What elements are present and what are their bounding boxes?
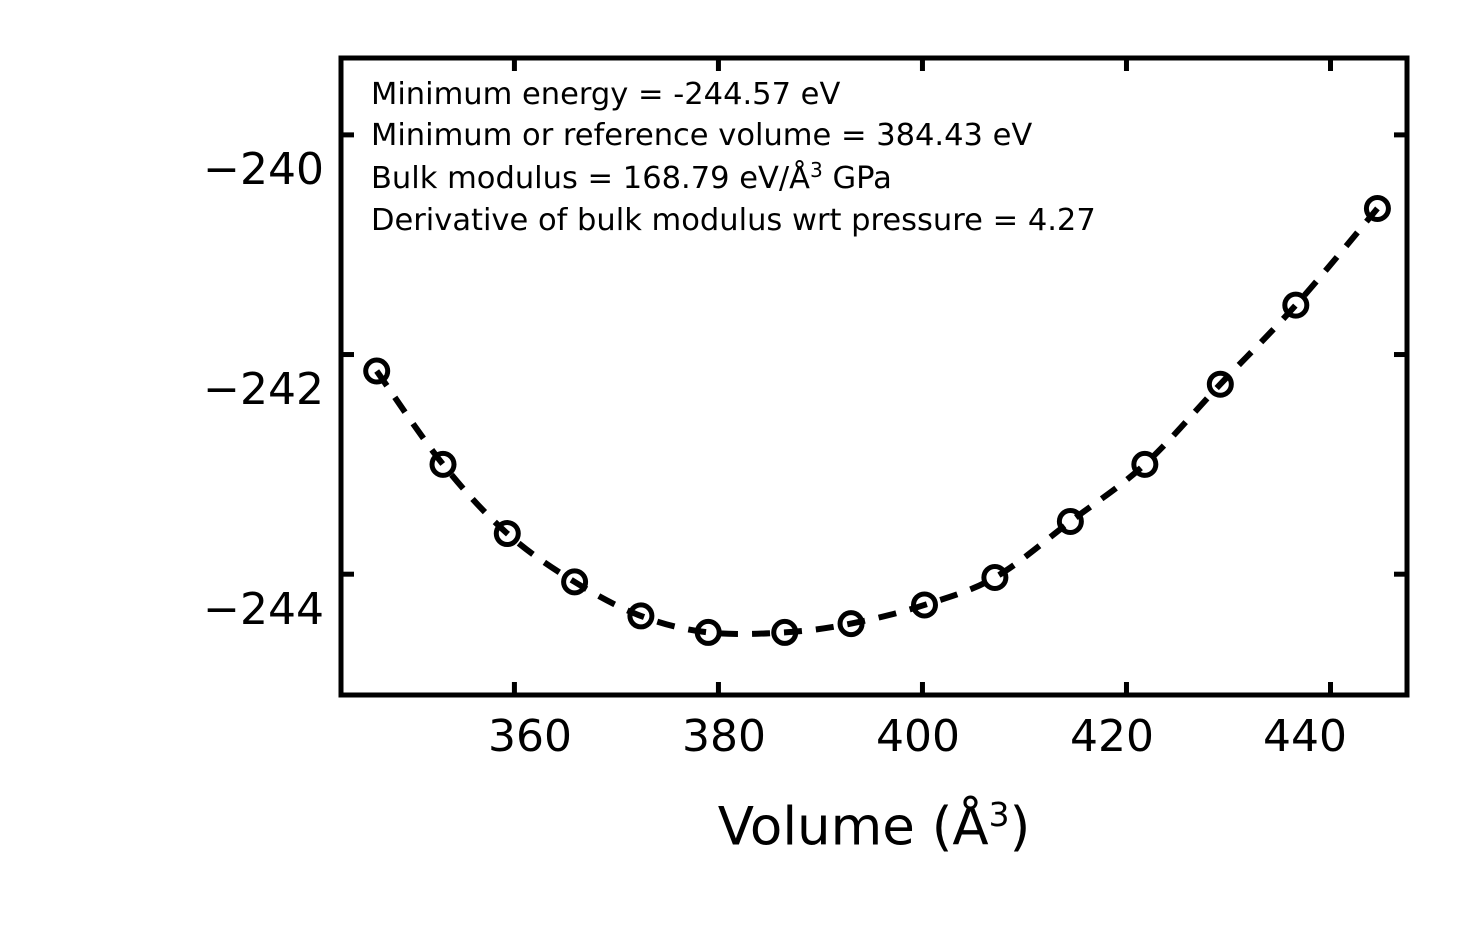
data-point-7	[837, 610, 865, 638]
x-axis-label: Volume (Å3)	[341, 795, 1407, 858]
data-point-8	[910, 591, 938, 619]
data-point-12	[1206, 370, 1234, 398]
fit-parameters-annotation: Minimum energy = -244.57 eV Minimum or r…	[371, 74, 1096, 241]
data-point-1	[429, 450, 457, 478]
x-tick-label-3: 420	[1070, 711, 1154, 762]
x-tick-label-2: 400	[876, 711, 960, 762]
data-point-0	[363, 357, 391, 385]
axis-ticks	[341, 58, 1407, 695]
annotation-line-min-volume: Minimum or reference volume = 384.43 eV	[371, 118, 1033, 154]
x-axis-label-tail: )	[1009, 796, 1031, 858]
x-tick-label-4: 440	[1263, 711, 1347, 762]
annotation-line-min-energy: Minimum energy = -244.57 eV	[371, 77, 841, 112]
x-tick-label-0: 360	[488, 711, 572, 762]
y-tick-label-0: −240	[203, 144, 324, 195]
annotation-line-bulk-modulus: Bulk modulus = 168.79 eV/Å3 GPa	[371, 157, 1096, 200]
data-point-4	[627, 602, 655, 630]
annotation-line-bprime: Derivative of bulk modulus wrt pressure …	[371, 202, 1096, 238]
data-series-markers	[363, 194, 1391, 646]
data-point-2	[493, 520, 521, 548]
data-point-9	[981, 563, 1009, 591]
y-tick-label-2: −244	[203, 584, 324, 635]
data-point-6	[771, 618, 799, 646]
x-axis-label-text: Volume (Å	[717, 796, 989, 858]
data-point-3	[561, 568, 589, 596]
data-point-5	[694, 618, 722, 646]
data-point-14	[1363, 194, 1391, 222]
annotation-bulk-modulus-post: GPa	[822, 161, 892, 197]
annotation-bulk-modulus-pre: Bulk modulus = 168.79 eV/Å	[371, 161, 810, 197]
annotation-bulk-modulus-exponent: 3	[809, 157, 823, 182]
axes-frame	[338, 55, 1410, 698]
x-axis-label-exponent: 3	[988, 795, 1010, 834]
data-point-11	[1131, 450, 1159, 478]
x-tick-label-1: 380	[682, 711, 766, 762]
data-series-line	[374, 206, 1380, 638]
y-tick-label-1: −242	[203, 364, 324, 415]
data-point-10	[1056, 507, 1084, 535]
data-point-13	[1282, 291, 1310, 319]
